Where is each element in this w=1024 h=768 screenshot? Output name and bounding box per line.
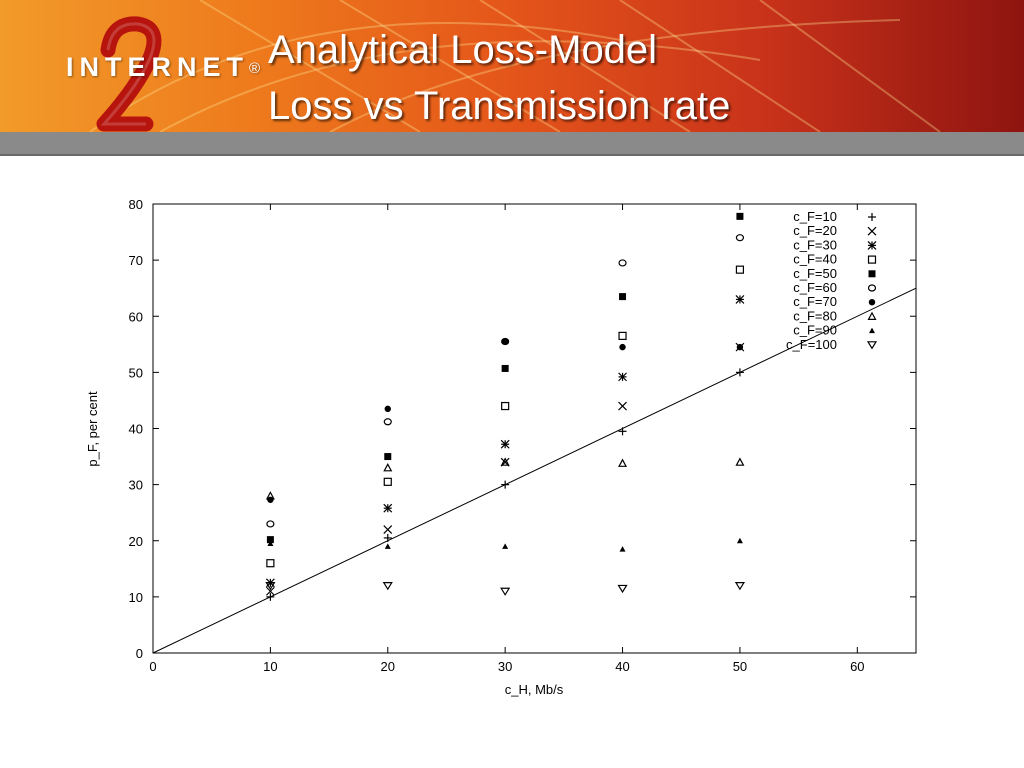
legend-label: c_F=100 [786,337,837,352]
legend-label: c_F=80 [793,308,837,323]
x-axis: 0 10 20 30 40 50 60 [149,204,865,674]
data-point-c-f-60 [383,418,392,426]
x-tick-label: 60 [850,659,864,674]
legend-label: c_F=60 [793,280,837,295]
legend-label: c_F=50 [793,266,837,281]
legend-marker [866,341,878,350]
internet2-logo [96,16,162,132]
x-axis-label: c_H, Mb/s [505,682,564,697]
data-point-c-f-30 [383,503,393,513]
data-point-c-f-10 [501,480,510,489]
x-tick-label: 40 [615,659,629,674]
data-point-c-f-100 [734,582,745,591]
legend-marker [868,213,876,221]
data-point-c-f-40 [501,401,510,411]
data-point-c-f-10 [266,592,275,601]
x-tick-label: 20 [381,659,395,674]
legend-label: c_F=30 [793,237,837,252]
data-point-c-f-90 [384,543,391,549]
data-point-c-f-80 [500,457,510,466]
data-point-c-f-40 [735,265,745,274]
data-point-c-f-90 [502,543,509,549]
data-point-c-f-90 [736,537,743,544]
data-point-c-f-40 [266,559,275,568]
data-point-c-f-100 [617,584,628,594]
y-tick-label: 70 [129,253,143,268]
legend-marker [867,284,877,292]
data-point-c-f-80 [383,463,393,472]
legend-marker [867,226,877,236]
slide-title-line2: Loss vs Transmission rate [268,84,731,128]
data-point-c-f-50 [619,293,627,301]
legend-label: c_F=70 [793,294,837,309]
y-tick-label: 10 [129,590,143,605]
banner-decorative-lines [89,0,941,132]
legend-marker [867,240,877,250]
data-point-c-f-20 [618,401,627,411]
x-tick-label: 10 [263,659,277,674]
data-point-c-f-30 [618,372,627,382]
y-tick-label: 40 [129,422,143,437]
legend-marker [868,299,876,306]
data-point-c-f-100 [265,582,276,591]
data-point-c-f-100 [500,587,511,596]
data-point-c-f-80 [618,458,628,467]
data-point-c-f-50 [501,364,509,372]
legend-marker [867,255,877,264]
data-point-c-f-70 [736,343,744,351]
data-point-c-f-40 [618,331,627,340]
slide-title-line1: Analytical Loss-Model [268,28,658,72]
legend-label: c_F=10 [793,209,837,224]
data-point-c-f-60 [266,520,275,528]
data-point-c-f-60 [735,234,745,242]
data-point-c-f-80 [735,457,745,466]
data-point-c-f-10 [618,427,627,436]
data-point-c-f-30 [500,439,510,449]
data-point-c-f-20 [383,525,393,534]
legend-label: c_F=20 [793,223,837,238]
data-point-c-f-70 [267,496,274,503]
legend-label: c_F=40 [793,252,837,267]
legend-marker [869,327,875,334]
logo-text: INTERNET® [66,52,261,82]
data-point-c-f-80 [265,491,275,500]
legend-marker [867,311,877,320]
y-tick-label: 80 [129,197,143,212]
y-axis-label: p_F, per cent [85,391,100,467]
x-tick-label: 50 [733,659,747,674]
y-tick-label: 20 [129,534,143,549]
data-point-c-f-70 [501,338,509,345]
data-point-c-f-90 [619,546,626,552]
data-point-c-f-70 [619,343,626,351]
x-tick-label: 0 [149,659,156,674]
data-points [265,212,745,601]
legend-label: c_F=90 [793,323,837,338]
data-point-c-f-50 [266,536,274,544]
data-point-c-f-100 [382,582,393,591]
y-tick-label: 60 [129,309,143,324]
data-point-c-f-50 [736,212,744,220]
header-banner [0,0,1024,132]
x-tick-label: 30 [498,659,512,674]
data-point-c-f-70 [384,405,391,413]
legend-marker [868,270,876,278]
y-axis: 0 10 20 30 40 50 60 70 80 [129,197,916,661]
legend: c_F=10c_F=20c_F=30c_F=40c_F=50c_F=60c_F=… [786,209,878,352]
header-bar [0,132,1024,156]
data-point-c-f-60 [618,259,627,267]
reference-line [152,287,917,654]
data-point-c-f-20 [265,586,275,596]
data-point-c-f-10 [735,368,744,377]
y-tick-label: 30 [129,478,143,493]
data-point-c-f-90 [267,540,274,547]
y-tick-label: 50 [129,365,143,380]
data-point-c-f-30 [735,294,745,304]
data-point-c-f-40 [383,477,392,486]
y-tick-label: 0 [136,646,143,661]
data-point-c-f-50 [384,453,392,461]
data-point-c-f-10 [383,533,392,542]
